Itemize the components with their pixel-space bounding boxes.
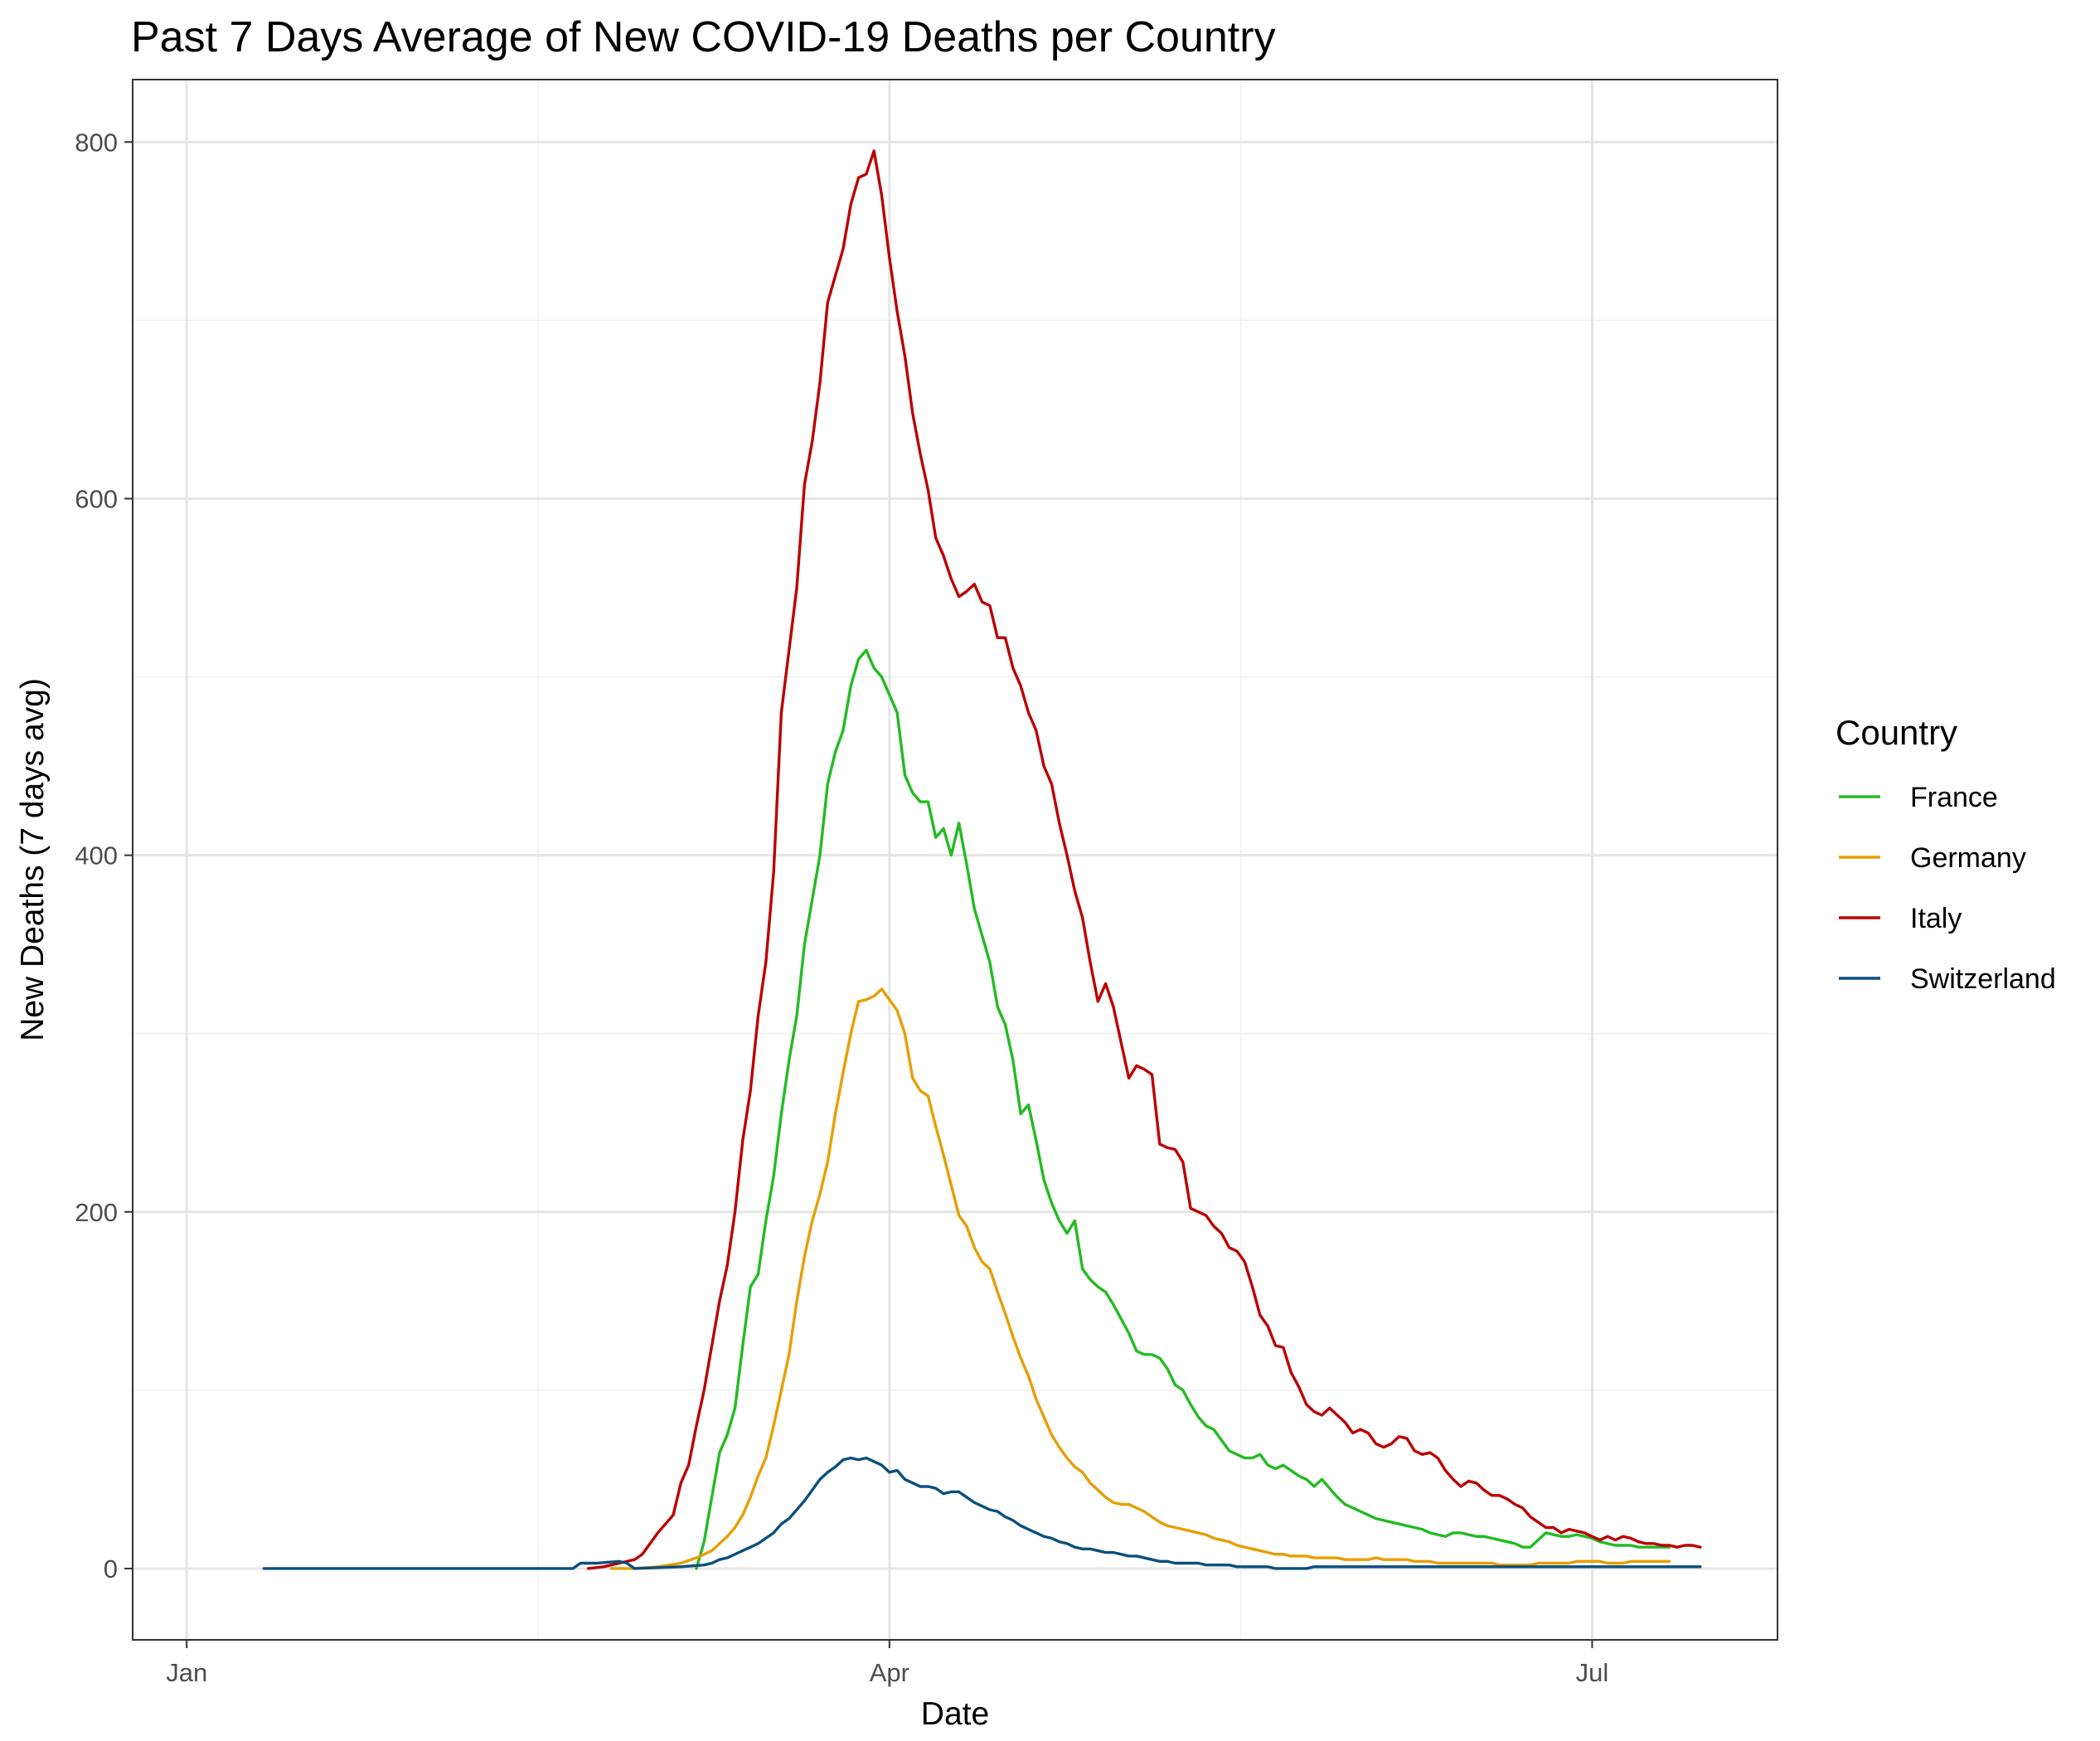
x-axis-ticks: Jan Apr Jul <box>166 1640 1608 1687</box>
series-lines <box>262 149 1702 1570</box>
legend-label: Switzerland <box>1910 963 2056 995</box>
y-tick-label: 800 <box>75 128 118 157</box>
y-axis-ticks: 0 200 400 600 800 <box>75 128 133 1583</box>
x-tick-label: Apr <box>870 1658 909 1687</box>
series-line-switzerland <box>262 1456 1702 1570</box>
legend-item-italy: Italy <box>1839 903 1962 934</box>
series-line-germany <box>609 987 1671 1570</box>
legend-title: Country <box>1836 713 1957 752</box>
plot-panel-border <box>132 79 1778 1641</box>
y-tick-label: 400 <box>75 841 118 870</box>
legend: Country France Germany Italy Switzerland <box>1836 713 2056 995</box>
major-gridlines <box>133 80 1777 1640</box>
y-tick-label: 600 <box>75 484 118 513</box>
minor-gridlines <box>133 80 1777 1640</box>
legend-label: France <box>1910 782 1998 813</box>
series-line-france <box>695 648 1671 1570</box>
legend-item-france: France <box>1839 782 1998 813</box>
y-axis-title: New Deaths (7 days avg) <box>15 678 51 1041</box>
y-tick-label: 0 <box>104 1554 118 1583</box>
x-tick-label: Jan <box>166 1658 207 1687</box>
legend-item-germany: Germany <box>1839 842 2026 874</box>
y-tick-label: 200 <box>75 1198 118 1227</box>
legend-label: Italy <box>1910 903 1962 934</box>
legend-label: Germany <box>1910 842 2026 874</box>
chart-title: Past 7 Days Average of New COVID-19 Deat… <box>131 13 1276 61</box>
plot-background <box>133 80 1777 1640</box>
x-axis-title: Date <box>921 1696 989 1732</box>
legend-items: France Germany Italy Switzerland <box>1839 782 2056 995</box>
series-line-italy <box>586 149 1702 1570</box>
legend-item-switzerland: Switzerland <box>1839 963 2056 995</box>
x-tick-label: Jul <box>1576 1658 1609 1687</box>
